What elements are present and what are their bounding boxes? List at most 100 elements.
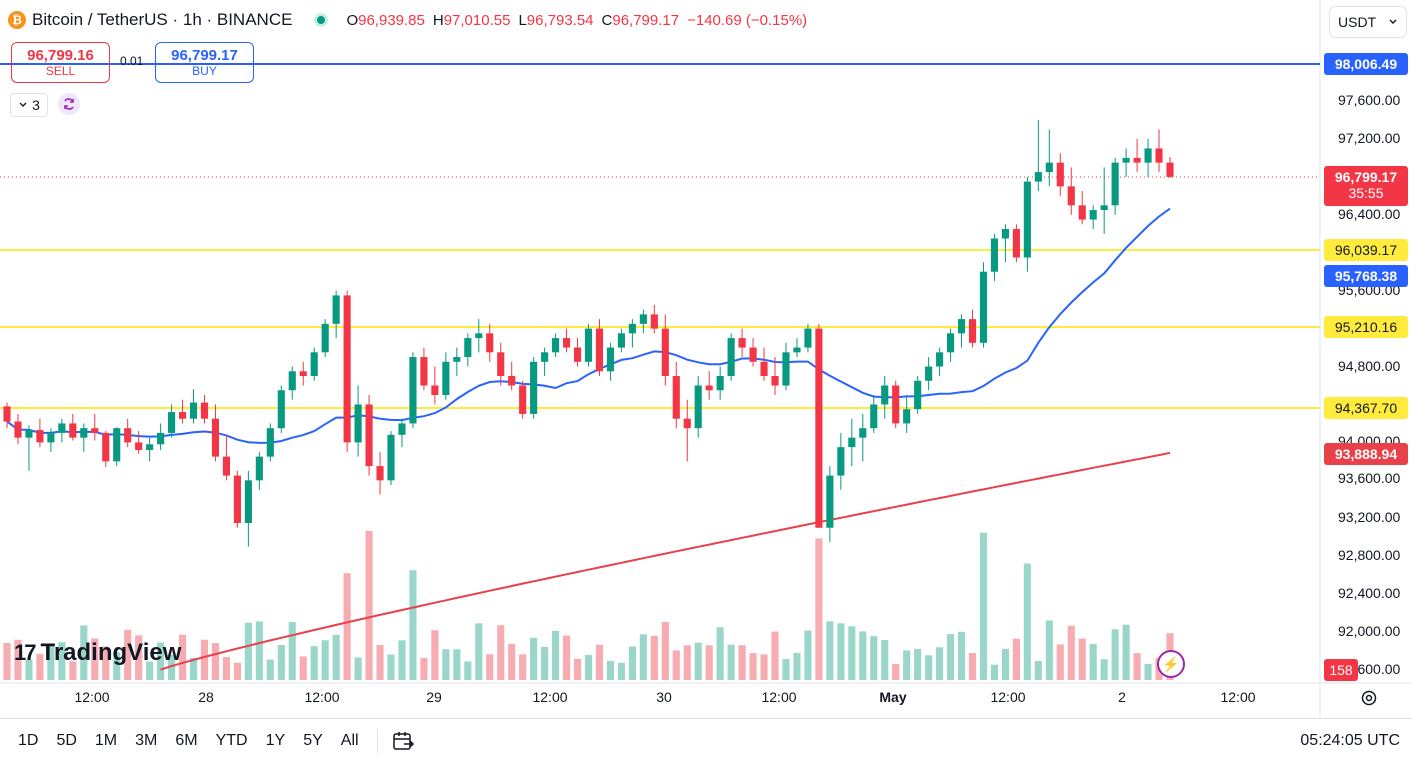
range-button-5d[interactable]: 5D: [56, 731, 77, 749]
candle-body: [310, 352, 318, 377]
price-tick-label: 92,800.00: [1338, 547, 1401, 563]
candle-body: [957, 319, 966, 334]
volume-bar: [936, 647, 944, 680]
volume-bar: [135, 635, 143, 680]
volume-bar: [1133, 653, 1141, 680]
range-button-1d[interactable]: 1D: [18, 731, 39, 749]
candle-body: [727, 338, 735, 377]
candle-body: [1045, 162, 1053, 173]
tradingview-logo[interactable]: 17 TradingView: [14, 639, 181, 667]
candle-body: [826, 475, 834, 528]
time-tick-label: 12:00: [74, 689, 110, 705]
sell-button[interactable]: 96,799.16 SELL: [11, 42, 110, 83]
volume-bar: [628, 646, 636, 680]
price-tick-label: 97,200.00: [1338, 130, 1401, 146]
chevron-down-icon: [1389, 19, 1397, 24]
candle-body: [409, 357, 417, 424]
range-button-6m[interactable]: 6M: [175, 731, 198, 749]
toolbar-divider: [376, 728, 378, 753]
volume-bar: [749, 653, 757, 680]
indicators-toggle[interactable]: 3: [10, 93, 48, 117]
chart-canvas[interactable]: [0, 0, 1412, 718]
volume-bar: [1034, 660, 1042, 680]
candle-body: [1100, 205, 1108, 211]
candle-body: [277, 390, 285, 429]
volume-bar: [870, 636, 878, 680]
candle-body: [288, 371, 296, 391]
candle-body: [299, 371, 307, 377]
volume-bar: [387, 654, 395, 680]
candle-body: [694, 385, 702, 429]
volume-bar: [562, 635, 571, 680]
candle-body: [157, 432, 165, 445]
candle-body: [1056, 162, 1064, 187]
candle-body: [639, 314, 647, 324]
volume-bar: [69, 661, 77, 680]
range-button-1m[interactable]: 1M: [94, 731, 118, 749]
price-tick-label: 94,800.00: [1338, 358, 1401, 374]
indicators-count: 3: [32, 97, 40, 113]
range-button-1y[interactable]: 1Y: [265, 731, 286, 749]
volume-bar: [508, 643, 516, 680]
candle-body: [398, 423, 406, 435]
volume-bar: [233, 662, 241, 680]
volume-bar: [365, 530, 373, 680]
price-label-level-3: 94,367.70: [1324, 397, 1408, 419]
candle-body: [1133, 157, 1141, 163]
candle-body: [497, 352, 505, 377]
candle-body: [990, 238, 999, 272]
price-label-blue-line: 98,006.49: [1324, 53, 1408, 75]
symbol-header: ₿ Bitcoin / TetherUS · 1h · BINANCE O96,…: [0, 0, 807, 40]
open-label: O: [346, 11, 359, 29]
candle-body: [1078, 205, 1086, 220]
currency-label: USDT: [1338, 14, 1377, 30]
candle-body: [222, 456, 230, 476]
range-button-3m[interactable]: 3M: [135, 731, 158, 749]
volume-bar: [705, 645, 713, 680]
candle-body: [1155, 148, 1163, 163]
bitcoin-icon: ₿: [8, 11, 26, 29]
volume-bar: [881, 640, 889, 680]
candle-body: [453, 357, 461, 362]
volume-bar: [442, 649, 450, 680]
settings-icon[interactable]: [1359, 688, 1379, 708]
candle-body: [870, 404, 878, 429]
volume-bar: [354, 657, 362, 680]
candle-body: [661, 328, 669, 377]
calendar-goto-icon[interactable]: [390, 728, 416, 754]
candle-body: [189, 402, 198, 419]
price-tick-label: 96,400.00: [1338, 206, 1401, 222]
volume-bar: [332, 634, 340, 680]
volume-bar: [1100, 659, 1108, 680]
candle-body: [749, 347, 757, 362]
market-status-icon[interactable]: [314, 13, 329, 27]
volume-bar: [1023, 563, 1031, 680]
volume-bar: [771, 631, 779, 680]
volume-bar: [639, 634, 647, 680]
volume-bar: [453, 649, 461, 680]
candle-body: [91, 428, 99, 433]
candle-body: [36, 430, 44, 443]
sell-price: 96,799.16: [27, 47, 94, 64]
volume-bar: [1001, 648, 1009, 680]
volume-bar: [947, 634, 955, 680]
sell-label: SELL: [45, 64, 76, 78]
candle-body: [683, 418, 691, 429]
volume-bar: [3, 642, 11, 680]
clock[interactable]: 05:24:05 UTC: [1300, 731, 1400, 749]
currency-select[interactable]: USDT: [1329, 6, 1407, 38]
volume-bar: [892, 663, 900, 680]
candle-body: [354, 404, 362, 443]
sync-icon[interactable]: [58, 93, 80, 115]
range-button-5y[interactable]: 5Y: [303, 731, 323, 749]
candle-body: [102, 432, 110, 462]
volume-bar: [475, 623, 483, 680]
range-button-ytd[interactable]: YTD: [215, 731, 248, 749]
bar-countdown: 35:55: [1348, 185, 1384, 201]
buy-button[interactable]: 96,799.17 BUY: [155, 42, 254, 83]
symbol-title[interactable]: Bitcoin / TetherUS · 1h · BINANCE: [32, 10, 293, 29]
range-button-all[interactable]: All: [340, 731, 359, 749]
time-tick-label: May: [879, 689, 907, 705]
lightning-icon[interactable]: ⚡: [1157, 650, 1185, 678]
ohlc-values: O96,939.85 H97,010.55 L96,793.54 C96,799…: [346, 12, 807, 29]
